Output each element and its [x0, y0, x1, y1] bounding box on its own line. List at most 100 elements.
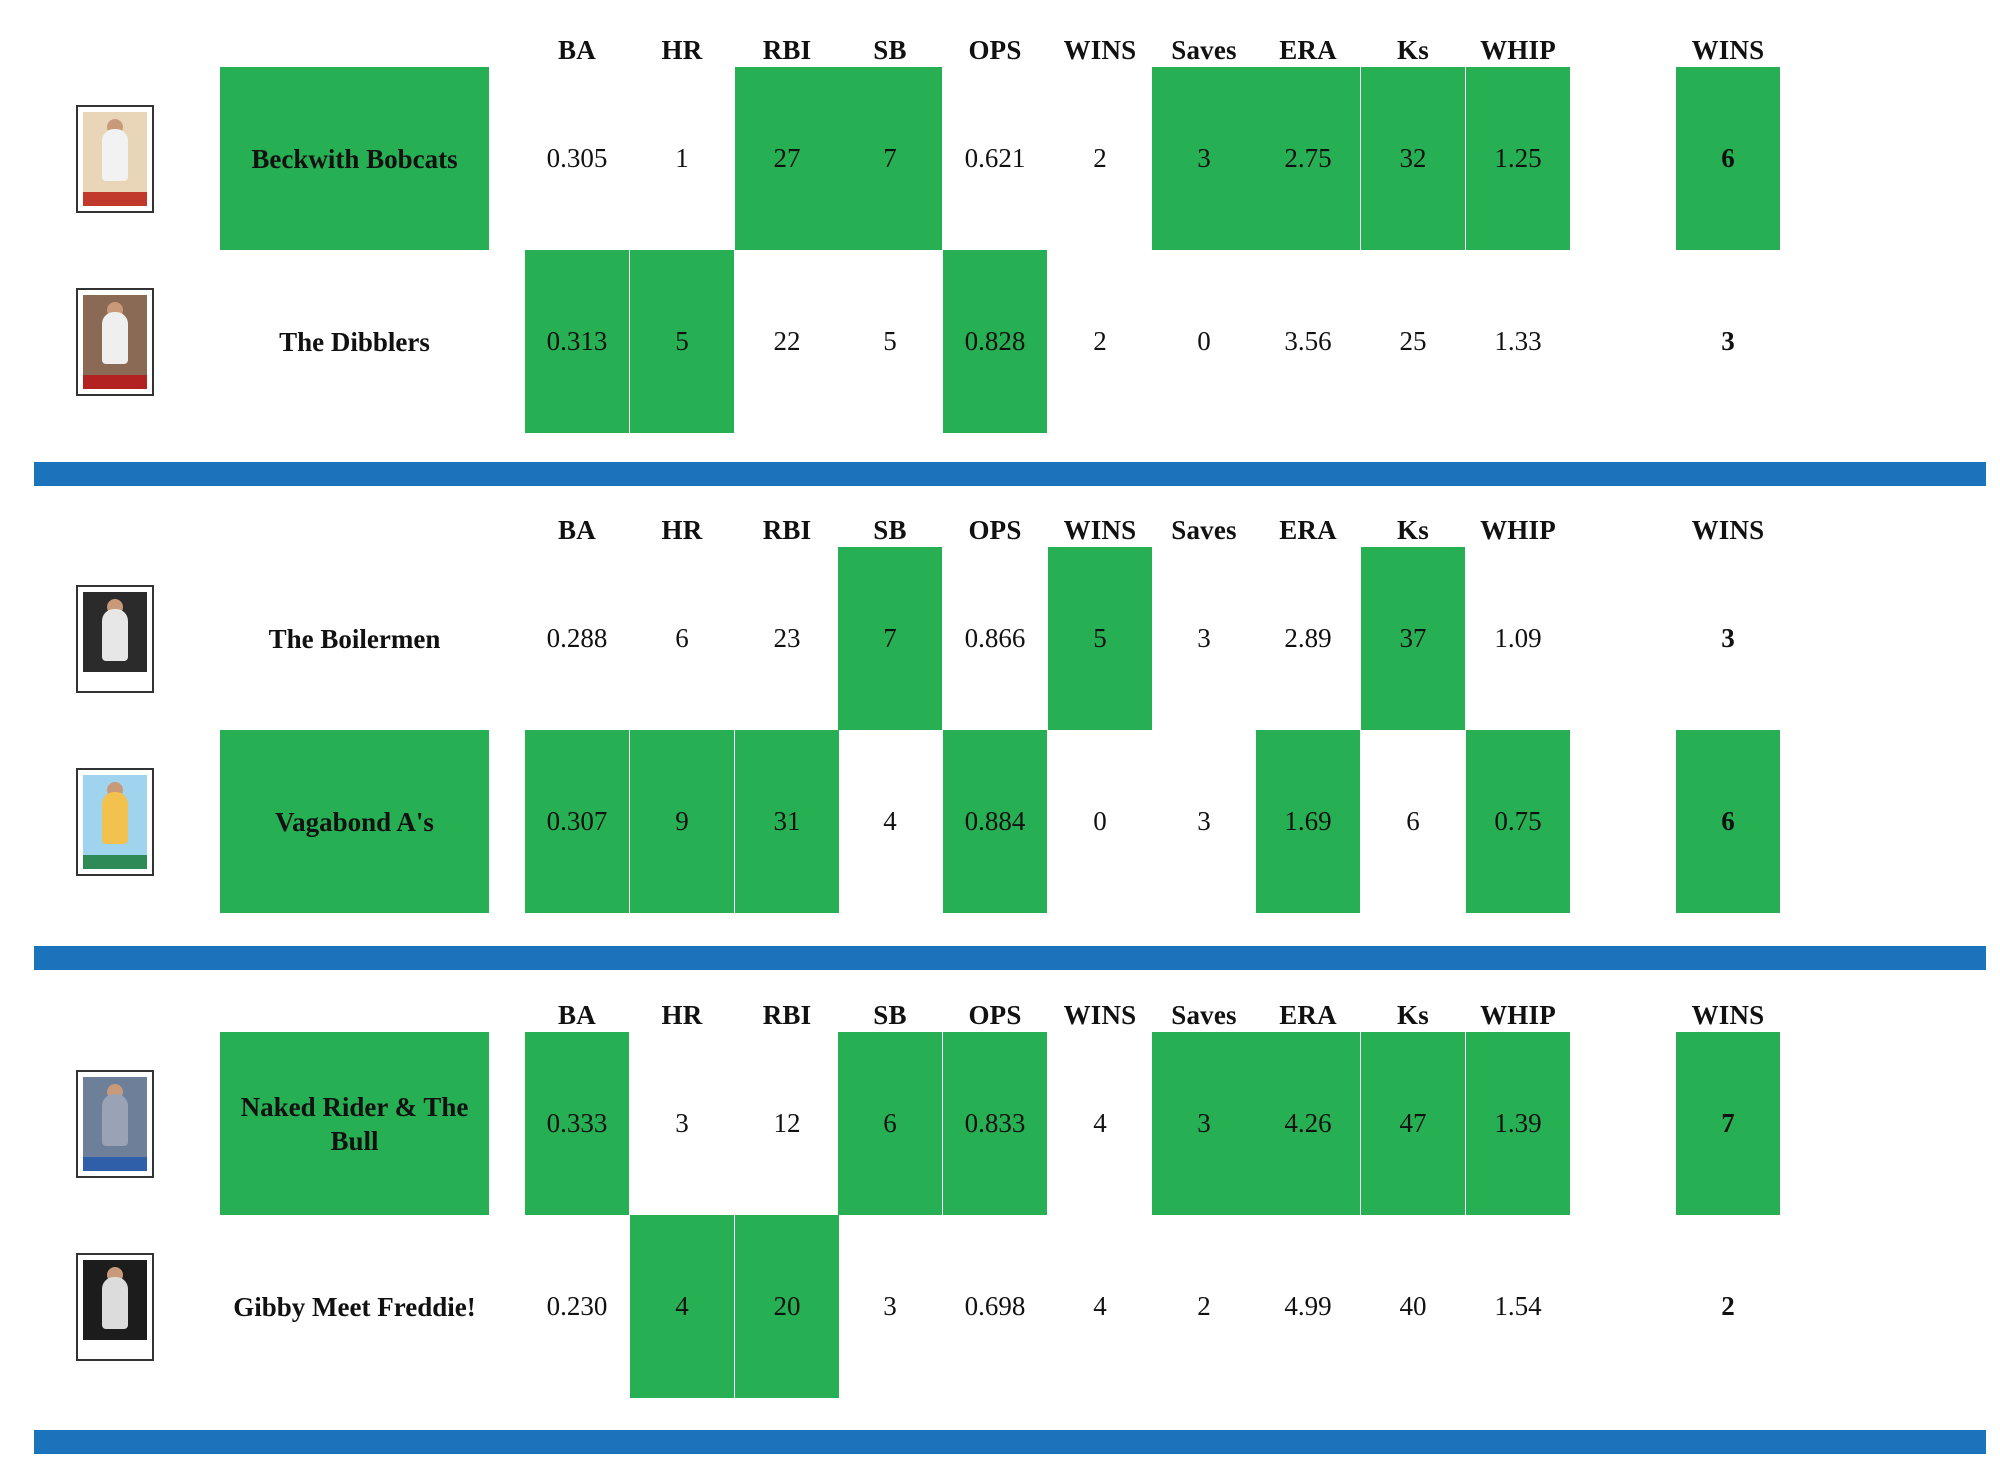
column-header: OPS — [968, 1000, 1022, 1030]
total-wins-cell: 3 — [1721, 623, 1735, 653]
stat-cell-wins: 5 — [1048, 547, 1152, 730]
total-wins-header: WINS — [1691, 1000, 1765, 1030]
column-header: WINS — [1063, 35, 1137, 65]
column-header: Saves — [1171, 35, 1237, 65]
total-wins-cell: 2 — [1721, 1291, 1735, 1321]
stat-cell-era: 2.75 — [1256, 67, 1360, 250]
total-wins-header: WINS — [1691, 35, 1765, 65]
stat-cell-ba: 0.305 — [546, 143, 608, 173]
stat-cell-whip: 1.39 — [1466, 1032, 1570, 1215]
stat-cell-rbi: 12 — [773, 1108, 801, 1138]
stat-cell-ks: 47 — [1361, 1032, 1465, 1215]
card-figure-body — [102, 792, 128, 844]
column-header: BA — [558, 35, 596, 65]
stat-cell-ks: 25 — [1399, 326, 1427, 356]
total-wins-cell: 6 — [1676, 67, 1780, 250]
stat-cell-ks: 32 — [1361, 67, 1465, 250]
team-name: Gibby Meet Freddie! — [233, 1291, 476, 1322]
card-name-band — [83, 375, 147, 389]
stat-cell-wins: 0 — [1093, 806, 1107, 836]
stat-cell-hr: 3 — [675, 1108, 689, 1138]
stat-cell-ba: 0.333 — [525, 1032, 629, 1215]
column-header: RBI — [762, 35, 812, 65]
stat-cell-saves: 3 — [1152, 1032, 1256, 1215]
team-name: Vagabond A's — [220, 730, 489, 913]
stat-cell-hr: 1 — [675, 143, 689, 173]
stat-cell-era: 2.89 — [1284, 623, 1332, 653]
stat-cell-ops: 0.828 — [943, 250, 1047, 433]
stat-cell-wins: 2 — [1093, 143, 1107, 173]
column-header: RBI — [762, 1000, 812, 1030]
stat-cell-ops: 0.833 — [943, 1032, 1047, 1215]
matchup-block: BA HR RBI SB OPS WINS Saves ERA Ks WHIP WINS The Bo… — [0, 480, 2000, 960]
stat-cell-sb: 3 — [883, 1291, 897, 1321]
stat-cell-saves: 3 — [1152, 67, 1256, 250]
stat-cell-era: 3.56 — [1284, 326, 1332, 356]
team-name: The Boilermen — [268, 623, 441, 654]
stat-cell-ops: 0.866 — [964, 623, 1026, 653]
stat-cell-ba: 0.230 — [546, 1291, 608, 1321]
stat-cell-saves: 0 — [1197, 326, 1211, 356]
column-header: SB — [873, 1000, 907, 1030]
stat-cell-rbi: 22 — [773, 326, 801, 356]
column-header: ERA — [1279, 35, 1337, 65]
card-figure-body — [102, 129, 128, 181]
card-figure-body — [102, 609, 128, 661]
stat-cell-sb: 7 — [838, 67, 942, 250]
column-header: Ks — [1397, 35, 1429, 65]
column-header: WHIP — [1480, 35, 1556, 65]
card-figure-body — [102, 312, 128, 364]
matchup-block: BA HR RBI SB OPS WINS Saves ERA Ks WHIP WINS Naked … — [0, 965, 2000, 1445]
stat-cell-era: 4.99 — [1284, 1291, 1332, 1321]
baseball-card-pitcher-icon — [76, 105, 154, 213]
matchup-divider — [34, 1430, 1986, 1454]
column-header: WINS — [1063, 515, 1137, 545]
stat-cell-rbi: 31 — [735, 730, 839, 913]
stat-cell-ba: 0.313 — [525, 250, 629, 433]
column-header: Ks — [1397, 515, 1429, 545]
column-header: Saves — [1171, 515, 1237, 545]
stat-cell-wins: 4 — [1093, 1291, 1107, 1321]
stat-cell-sb: 5 — [883, 326, 897, 356]
team-name: Beckwith Bobcats — [220, 67, 489, 250]
stat-cell-era: 1.69 — [1256, 730, 1360, 913]
stat-cell-saves: 2 — [1197, 1291, 1211, 1321]
stat-cell-era: 4.26 — [1256, 1032, 1360, 1215]
column-header: HR — [661, 1000, 703, 1030]
baseball-card-player-icon — [76, 585, 154, 693]
column-header: RBI — [762, 515, 812, 545]
column-header: WHIP — [1480, 515, 1556, 545]
column-header: SB — [873, 515, 907, 545]
matchup-divider — [34, 946, 1986, 970]
stat-cell-hr: 4 — [630, 1215, 734, 1398]
team-name: The Dibblers — [279, 326, 430, 357]
stat-cell-ks: 37 — [1361, 547, 1465, 730]
stat-cell-ks: 40 — [1399, 1291, 1427, 1321]
baseball-card-player-icon — [76, 288, 154, 396]
column-header: BA — [558, 1000, 596, 1030]
stat-cell-whip: 1.25 — [1466, 67, 1570, 250]
column-header: WINS — [1063, 1000, 1137, 1030]
stat-cell-whip: 1.54 — [1494, 1291, 1542, 1321]
stat-cell-whip: 1.09 — [1494, 623, 1542, 653]
column-header: OPS — [968, 515, 1022, 545]
stat-cell-whip: 0.75 — [1466, 730, 1570, 913]
card-figure-body — [102, 1277, 128, 1329]
baseball-card-player-icon — [76, 1253, 154, 1361]
total-wins-cell: 7 — [1676, 1032, 1780, 1215]
team-name: Naked Rider & The Bull — [220, 1032, 489, 1215]
stat-cell-wins: 2 — [1093, 326, 1107, 356]
stat-cell-ops: 0.698 — [964, 1291, 1026, 1321]
matchup-divider — [34, 462, 1986, 486]
stat-cell-ks: 6 — [1406, 806, 1420, 836]
card-name-band — [83, 192, 147, 206]
column-header: BA — [558, 515, 596, 545]
column-header: Saves — [1171, 1000, 1237, 1030]
column-header: WHIP — [1480, 1000, 1556, 1030]
stat-cell-ba: 0.307 — [525, 730, 629, 913]
matchup-block: BA HR RBI SB OPS WINS Saves ERA Ks WHIP WINS Beckwi… — [0, 0, 2000, 480]
baseball-card-batter-icon — [76, 768, 154, 876]
baseball-card-batter-icon — [76, 1070, 154, 1178]
stat-cell-ops: 0.884 — [943, 730, 1047, 913]
